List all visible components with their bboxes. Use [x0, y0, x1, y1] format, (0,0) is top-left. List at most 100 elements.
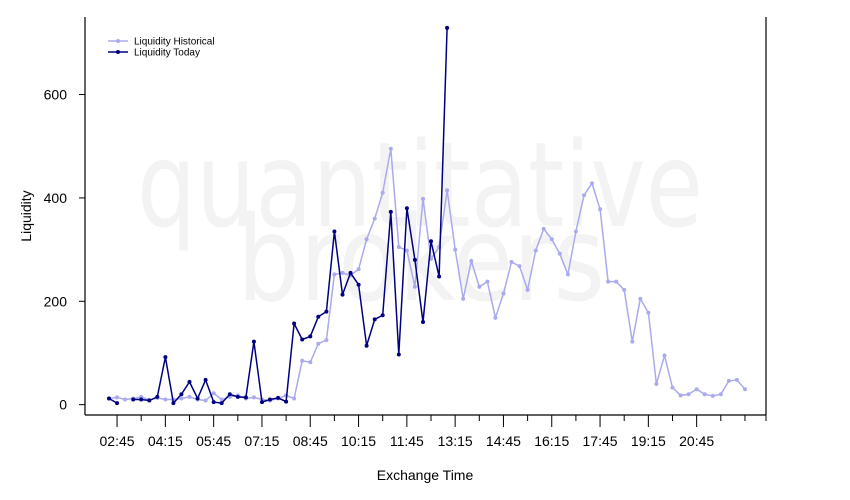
data-point: [638, 296, 643, 301]
data-point: [316, 341, 321, 346]
data-point: [340, 270, 345, 275]
data-point: [251, 395, 256, 400]
x-tick-label: 16:15: [534, 433, 569, 449]
data-point: [485, 279, 490, 284]
data-point: [517, 264, 522, 269]
data-point: [139, 397, 144, 402]
data-point: [276, 395, 281, 400]
data-point: [493, 315, 498, 320]
series-2: [107, 25, 450, 406]
data-point: [565, 272, 570, 277]
data-point: [453, 247, 458, 252]
data-point: [155, 394, 160, 399]
x-tick-label: 13:15: [438, 433, 473, 449]
data-point: [662, 353, 667, 358]
data-point: [388, 209, 393, 214]
x-tick-label: 05:45: [196, 433, 231, 449]
legend-marker: [116, 50, 120, 54]
data-point: [469, 259, 474, 263]
data-point: [308, 360, 313, 365]
data-point: [421, 320, 425, 324]
legend-label: Liquidity Historical: [134, 37, 215, 48]
data-point: [340, 292, 345, 297]
data-point: [163, 355, 168, 360]
x-tick-label: 14:45: [486, 433, 521, 449]
data-point: [743, 387, 747, 392]
data-point: [654, 382, 659, 386]
data-point: [332, 229, 337, 234]
legend-entry-1: Liquidity Historical: [108, 37, 215, 48]
data-point: [501, 291, 506, 296]
data-point: [179, 392, 184, 397]
legend-label: Liquidity Today: [134, 48, 200, 59]
data-point: [131, 397, 136, 402]
data-point: [227, 392, 232, 397]
data-point: [525, 287, 530, 292]
data-point: [710, 393, 715, 398]
x-tick-label: 08:45: [293, 433, 328, 449]
data-point: [372, 317, 377, 322]
data-point: [606, 279, 611, 284]
data-point: [211, 391, 216, 396]
y-tick-label: 0: [59, 397, 67, 413]
data-point: [718, 392, 723, 397]
data-point: [364, 237, 369, 242]
data-point: [300, 358, 305, 363]
data-point: [356, 267, 361, 272]
data-point: [412, 257, 417, 262]
data-point: [163, 397, 168, 402]
data-point: [235, 394, 240, 399]
legend-entry-2: Liquidity Today: [108, 48, 200, 59]
y-tick-label: 400: [44, 190, 68, 206]
data-point: [292, 321, 297, 326]
x-tick-label: 11:45: [390, 433, 424, 449]
data-point: [332, 272, 337, 277]
data-point: [549, 237, 554, 242]
y-tick-label: 600: [44, 87, 68, 103]
x-axis-title: Exchange Time: [377, 467, 474, 483]
data-point: [195, 396, 200, 401]
data-point: [429, 239, 433, 244]
data-point: [734, 377, 739, 382]
data-point: [243, 395, 248, 400]
data-point: [702, 392, 707, 397]
y-tick-label: 200: [44, 293, 68, 309]
data-point: [533, 248, 538, 253]
data-point: [260, 400, 264, 405]
x-tick-label: 20:45: [679, 433, 714, 449]
data-point: [678, 393, 683, 398]
legend-marker: [116, 39, 120, 43]
data-point: [324, 309, 329, 314]
data-point: [646, 310, 651, 315]
x-tick-label: 17:45: [583, 433, 618, 449]
data-point: [300, 337, 305, 342]
axes: 0 200 400 600 02:45 04:15 05:45 07:15 08:45 10:15…: [44, 17, 767, 449]
data-point: [582, 193, 586, 198]
data-point: [445, 25, 450, 30]
data-point: [203, 377, 208, 382]
data-point: [557, 251, 562, 256]
series-line: [133, 27, 448, 405]
data-point: [461, 296, 466, 301]
x-tick-label: 04:15: [148, 433, 183, 449]
data-point: [694, 387, 699, 392]
data-point: [404, 206, 409, 211]
data-point: [203, 398, 208, 403]
data-point: [686, 392, 691, 397]
data-point: [726, 378, 731, 383]
plot-area: [107, 25, 747, 406]
data-point: [308, 334, 313, 339]
data-point: [573, 229, 578, 234]
data-point: [179, 396, 184, 401]
data-point: [509, 260, 514, 264]
data-point: [670, 385, 675, 390]
data-point: [404, 248, 409, 253]
data-point: [364, 343, 369, 348]
x-tick-label: 07:15: [244, 433, 279, 449]
data-point: [348, 270, 353, 275]
data-point: [211, 400, 216, 405]
data-point: [292, 396, 297, 401]
data-point: [219, 397, 224, 402]
